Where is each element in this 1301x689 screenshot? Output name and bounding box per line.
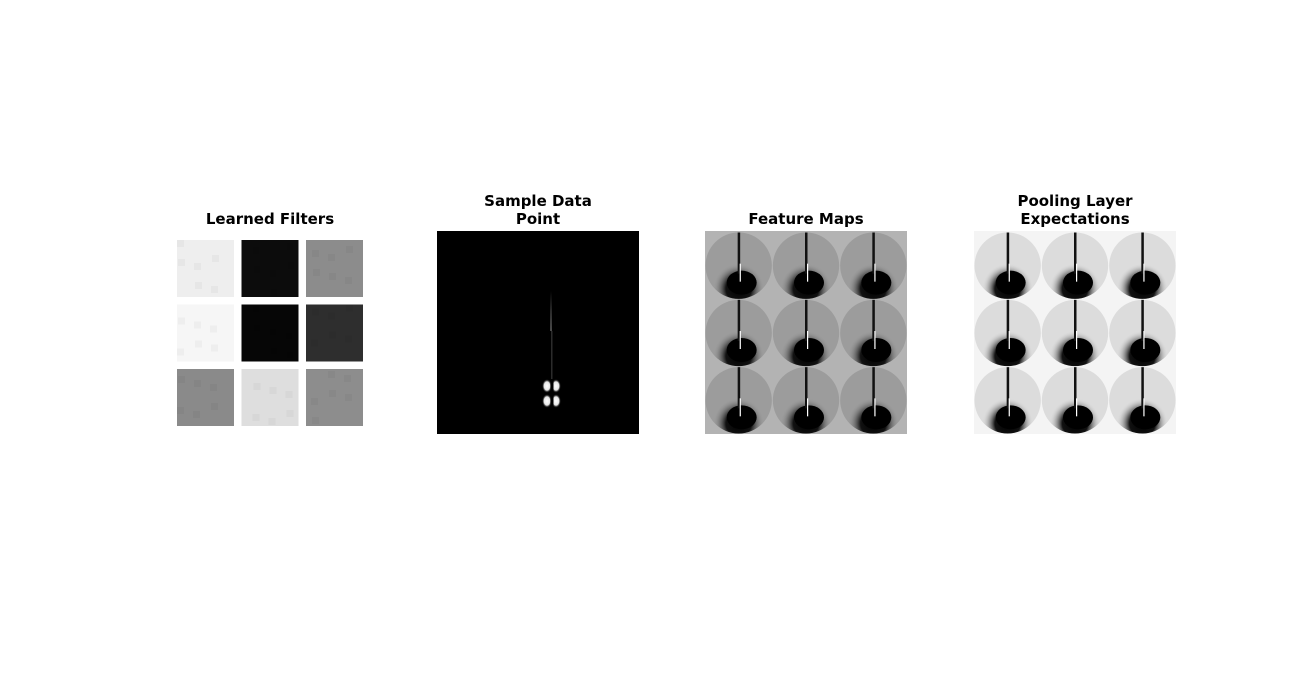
detector-tile: [772, 367, 840, 434]
filter-tile: [306, 369, 363, 426]
filter-tile: [241, 369, 299, 426]
detector-tile: [772, 299, 840, 367]
detector-tile: [1041, 367, 1109, 434]
detector-tile: [1109, 232, 1176, 299]
filter-tile: [241, 304, 299, 362]
sample-data-point-title-line1: Sample Data: [484, 192, 592, 210]
sample-data-point-panel: Sample Data Point: [437, 190, 639, 440]
detector-tile: [974, 299, 1041, 367]
pooling-layer-title-line2: Expectations: [1020, 210, 1130, 228]
filter-tile: [306, 304, 363, 362]
filter-tile: [306, 240, 363, 297]
detector-tile: [772, 232, 840, 299]
filter-tile: [177, 304, 234, 362]
sample-data-point-title: Sample Data Point: [437, 192, 639, 228]
detector-tile: [840, 232, 907, 299]
sample-data-point-image: [437, 231, 639, 434]
detector-tile: [840, 367, 907, 434]
detector-tile: [1109, 367, 1176, 434]
detector-tile: [705, 367, 772, 434]
detector-tile: [1041, 299, 1109, 367]
detector-tile: [705, 232, 772, 299]
filter-tile: [177, 369, 234, 426]
detector-tile: [974, 367, 1041, 434]
pooling-layer-title-line1: Pooling Layer: [1017, 192, 1133, 210]
learned-filters-title-text: Learned Filters: [205, 210, 335, 228]
detector-tile: [974, 232, 1041, 299]
learned-filters-title: Learned Filters: [170, 210, 370, 228]
learned-filters-grid: [177, 240, 363, 426]
pooling-layer-title: Pooling Layer Expectations: [974, 192, 1176, 228]
feature-maps-grid: [705, 231, 907, 434]
feature-maps-title: Feature Maps: [705, 210, 907, 228]
detector-tile: [1109, 299, 1176, 367]
learned-filters-panel: Learned Filters: [170, 200, 370, 440]
feature-maps-title-text: Feature Maps: [748, 210, 864, 228]
detector-tile: [840, 299, 907, 367]
filter-tile: [241, 240, 299, 297]
sample-data-point-title-line2: Point: [515, 210, 561, 228]
feature-maps-panel: Feature Maps: [705, 200, 907, 440]
pooling-layer-panel: Pooling Layer Expectations: [974, 190, 1176, 440]
pooling-layer-grid: [974, 231, 1176, 434]
detector-tile: [1041, 232, 1109, 299]
detector-tile: [705, 299, 772, 367]
filter-tile: [177, 240, 234, 297]
